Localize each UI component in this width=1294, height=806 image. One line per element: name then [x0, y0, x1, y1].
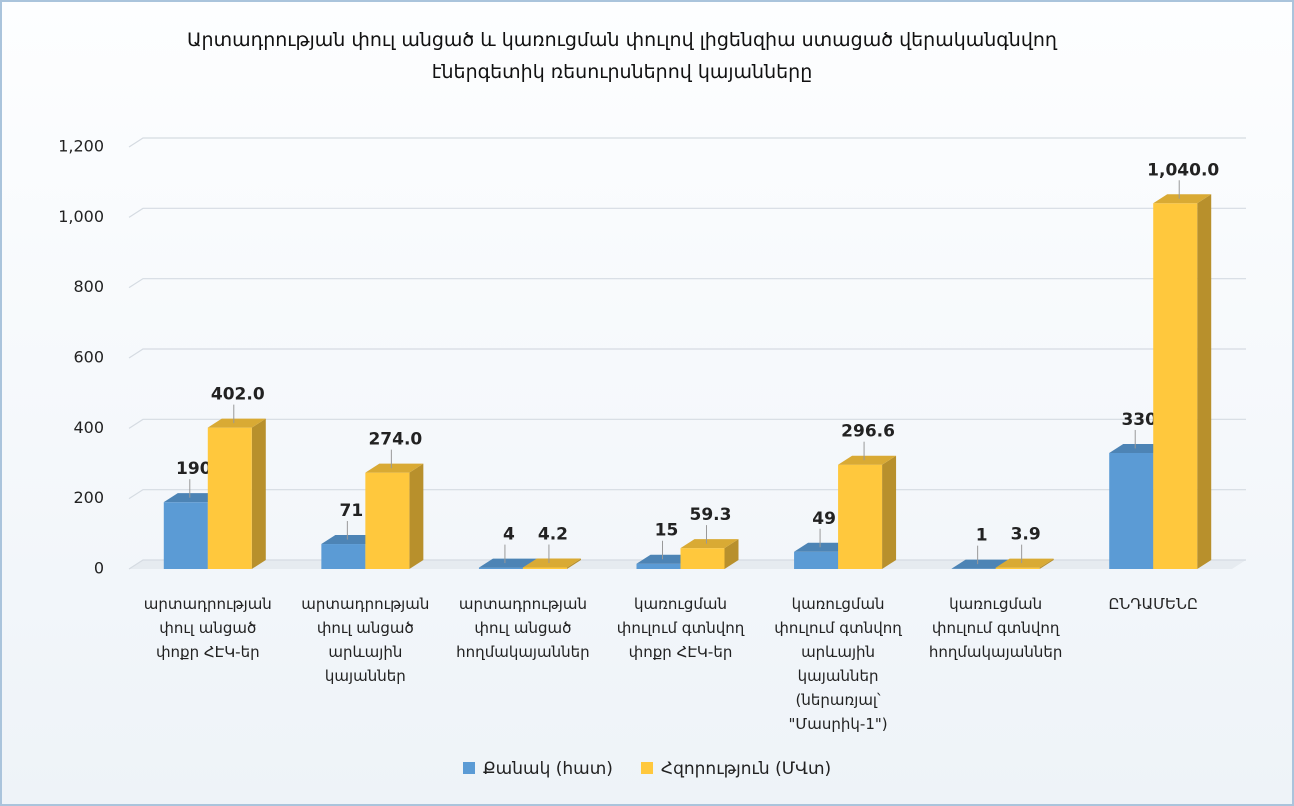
x-tick-label: կառուցման փուլում գտնվող հողմակայաններ — [928, 595, 1063, 661]
bar-front — [838, 464, 883, 569]
data-label: 190 — [176, 459, 212, 479]
bar-side — [882, 455, 897, 569]
x-tick-label: արտադրության փուլ անցած հողմակայաններ — [456, 595, 590, 661]
bar-top — [163, 493, 222, 503]
legend-swatch — [462, 762, 475, 774]
bar-front — [321, 544, 366, 569]
bar-top — [1153, 194, 1212, 204]
bar-top — [522, 558, 581, 568]
x-tick-label: արտադրության փուլ անցած արևային կայաններ — [301, 595, 430, 685]
bar-top — [478, 558, 537, 568]
bar-front — [207, 427, 252, 569]
data-label: 49 — [812, 509, 836, 529]
y-tick-label: 1,200 — [58, 137, 104, 156]
bar-side — [1039, 558, 1054, 569]
y-tick-label: 600 — [73, 348, 104, 367]
bar-front — [478, 567, 523, 569]
y-tick-label: 200 — [73, 488, 104, 507]
legend-label: Հզորություն (ՄՎտ) — [660, 759, 832, 779]
bar-side — [724, 539, 739, 569]
data-label: 1,040.0 — [1147, 160, 1219, 180]
data-label: 4.2 — [538, 525, 568, 545]
bar-top — [794, 542, 853, 552]
bar-top — [995, 558, 1054, 568]
bar — [680, 539, 739, 569]
data-label: 15 — [655, 521, 679, 541]
bar-top — [321, 535, 380, 545]
bar-front — [365, 472, 410, 569]
legend-item: Քանակ (հատ) — [462, 759, 613, 779]
bar-front — [794, 551, 839, 569]
x-tick-label: կառուցման փուլում գտնվող արևային կայաննե… — [774, 595, 902, 733]
legend: Քանակ (հատ) Հզորություն (ՄՎտ) — [2, 759, 1292, 779]
bar-front — [636, 563, 681, 569]
data-label: 1 — [976, 526, 988, 546]
bar-front — [680, 548, 725, 569]
grid-line — [128, 418, 1246, 429]
data-label: 402.0 — [211, 385, 265, 405]
chart-title: Արտադրության փուլ անցած և կառուցման փուլ… — [187, 29, 1057, 83]
legend-item: Հզորություն (ՄՎտ) — [640, 759, 832, 779]
bar-side — [251, 418, 266, 569]
bar — [522, 558, 581, 569]
bar-side — [1197, 194, 1212, 569]
bar-side — [409, 463, 424, 569]
data-label: 274.0 — [368, 430, 422, 450]
grid-line — [128, 278, 1246, 289]
bar-top — [636, 554, 695, 564]
data-label: 4 — [503, 525, 515, 545]
bar-front — [995, 567, 1040, 569]
bar-top — [207, 418, 266, 428]
bar-front — [1109, 452, 1154, 569]
data-label: 296.6 — [841, 422, 895, 442]
bar-front — [163, 502, 208, 569]
bar-top — [680, 539, 739, 549]
legend-swatch — [640, 762, 653, 774]
bar — [995, 558, 1054, 569]
data-label: 59.3 — [690, 505, 732, 525]
bar-top — [838, 455, 897, 465]
bar-top — [365, 463, 424, 473]
y-tick-label: 400 — [73, 418, 104, 437]
legend-label: Քանակ (հատ) — [482, 759, 613, 779]
bar-top — [1109, 443, 1168, 453]
data-label: 71 — [340, 501, 364, 521]
x-tick-label: արտադրության փուլ անցած փոքր ՀԷԿ-եր — [143, 595, 272, 661]
grid-line — [128, 137, 1246, 148]
grid-line — [128, 348, 1246, 359]
bar-front — [1153, 203, 1198, 569]
bar — [365, 463, 424, 569]
y-tick-label: 1,000 — [58, 207, 104, 226]
grid-line — [128, 489, 1246, 500]
bar-top — [951, 559, 1010, 569]
x-tick-label: կառուցման փուլում գտնվող փոքր ՀԷԿ-եր — [616, 595, 745, 661]
y-tick-label: 800 — [73, 277, 104, 296]
x-tick-label: ԸՆԴԱՄԵՆԸ — [1108, 595, 1198, 613]
bar — [1153, 194, 1212, 569]
bar — [207, 418, 266, 569]
bar — [838, 455, 897, 569]
data-label: 3.9 — [1011, 525, 1041, 545]
data-label: 330 — [1121, 410, 1157, 430]
y-tick-label: 0 — [94, 559, 104, 578]
bar-side — [566, 558, 581, 569]
bar-front — [522, 567, 567, 569]
grid-line — [128, 207, 1246, 218]
